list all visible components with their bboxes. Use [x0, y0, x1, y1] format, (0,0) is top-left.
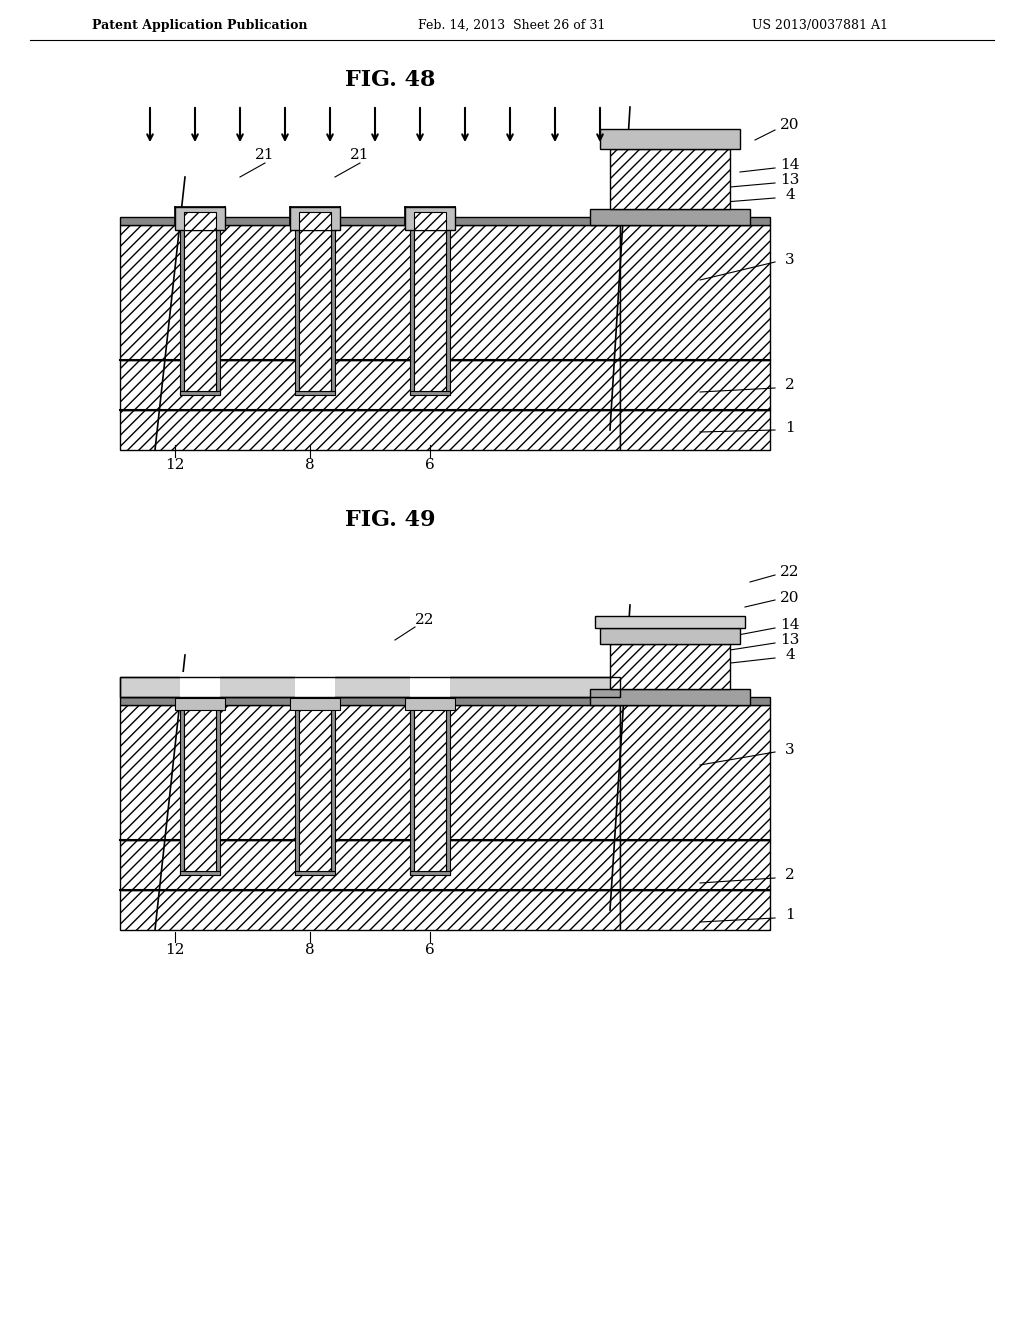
- Text: Feb. 14, 2013  Sheet 26 of 31: Feb. 14, 2013 Sheet 26 of 31: [419, 18, 605, 32]
- Text: 2: 2: [785, 378, 795, 392]
- Text: FIG. 48: FIG. 48: [345, 69, 435, 91]
- Bar: [410, 391, 450, 395]
- Text: 12: 12: [165, 942, 184, 957]
- Bar: [120, 411, 620, 450]
- Bar: [410, 224, 414, 395]
- Text: 14: 14: [780, 158, 800, 172]
- Bar: [295, 672, 335, 705]
- Text: US 2013/0037881 A1: US 2013/0037881 A1: [752, 18, 888, 32]
- Bar: [180, 224, 220, 395]
- Bar: [410, 224, 450, 395]
- Text: 8: 8: [305, 942, 314, 957]
- Bar: [620, 216, 770, 224]
- Text: 13: 13: [780, 634, 800, 647]
- Bar: [180, 672, 220, 705]
- Text: 3: 3: [785, 743, 795, 756]
- Bar: [410, 705, 414, 875]
- Text: 21: 21: [255, 148, 274, 162]
- Text: 20: 20: [780, 117, 800, 132]
- Bar: [184, 705, 216, 871]
- Bar: [406, 207, 455, 230]
- Bar: [620, 224, 770, 360]
- Bar: [180, 705, 184, 875]
- Bar: [120, 697, 620, 705]
- Bar: [620, 360, 770, 411]
- Bar: [410, 871, 450, 875]
- Text: 3: 3: [785, 253, 795, 267]
- Bar: [595, 616, 745, 628]
- Bar: [620, 697, 770, 705]
- Bar: [180, 391, 220, 395]
- Bar: [120, 840, 620, 890]
- Bar: [331, 224, 335, 395]
- Bar: [295, 224, 299, 395]
- Bar: [295, 391, 335, 395]
- Text: 22: 22: [416, 612, 435, 627]
- Bar: [295, 871, 335, 875]
- Bar: [175, 698, 225, 710]
- Text: Patent Application Publication: Patent Application Publication: [92, 18, 308, 32]
- Bar: [184, 224, 216, 391]
- Text: FIG. 49: FIG. 49: [345, 510, 435, 531]
- Bar: [610, 149, 730, 209]
- Bar: [590, 209, 750, 224]
- Bar: [620, 705, 770, 840]
- Text: 4: 4: [785, 187, 795, 202]
- Bar: [446, 224, 450, 395]
- Bar: [414, 705, 446, 871]
- Text: 2: 2: [785, 869, 795, 882]
- Text: 1: 1: [785, 421, 795, 436]
- Text: 13: 13: [780, 173, 800, 187]
- Bar: [590, 689, 750, 705]
- Bar: [406, 698, 455, 710]
- Bar: [295, 224, 335, 395]
- Text: 6: 6: [425, 458, 435, 473]
- Bar: [120, 216, 620, 224]
- Bar: [410, 672, 450, 705]
- Bar: [180, 224, 184, 395]
- Text: 4: 4: [785, 648, 795, 663]
- Bar: [216, 705, 220, 875]
- Bar: [299, 705, 331, 871]
- Bar: [610, 644, 730, 689]
- Bar: [120, 677, 620, 697]
- Bar: [414, 213, 446, 230]
- Bar: [600, 628, 740, 644]
- Text: 14: 14: [780, 618, 800, 632]
- Bar: [620, 840, 770, 890]
- Bar: [620, 411, 770, 450]
- Text: 8: 8: [305, 458, 314, 473]
- Text: 21: 21: [350, 148, 370, 162]
- Bar: [290, 207, 340, 230]
- Bar: [410, 705, 450, 875]
- Bar: [120, 705, 620, 840]
- Bar: [120, 360, 620, 411]
- Bar: [620, 890, 770, 931]
- Text: 22: 22: [780, 565, 800, 579]
- Text: 6: 6: [425, 942, 435, 957]
- Bar: [120, 677, 620, 697]
- Text: 1: 1: [785, 908, 795, 921]
- Bar: [290, 698, 340, 710]
- Bar: [299, 224, 331, 391]
- Bar: [216, 224, 220, 395]
- Bar: [180, 871, 220, 875]
- Text: 20: 20: [780, 591, 800, 605]
- Text: 12: 12: [165, 458, 184, 473]
- Bar: [175, 207, 225, 230]
- Bar: [120, 224, 620, 360]
- Bar: [414, 224, 446, 391]
- Bar: [446, 705, 450, 875]
- Bar: [184, 213, 216, 230]
- Bar: [295, 705, 299, 875]
- Bar: [295, 705, 335, 875]
- Bar: [331, 705, 335, 875]
- Bar: [120, 890, 620, 931]
- Bar: [600, 129, 740, 149]
- Bar: [299, 213, 331, 230]
- Bar: [180, 705, 220, 875]
